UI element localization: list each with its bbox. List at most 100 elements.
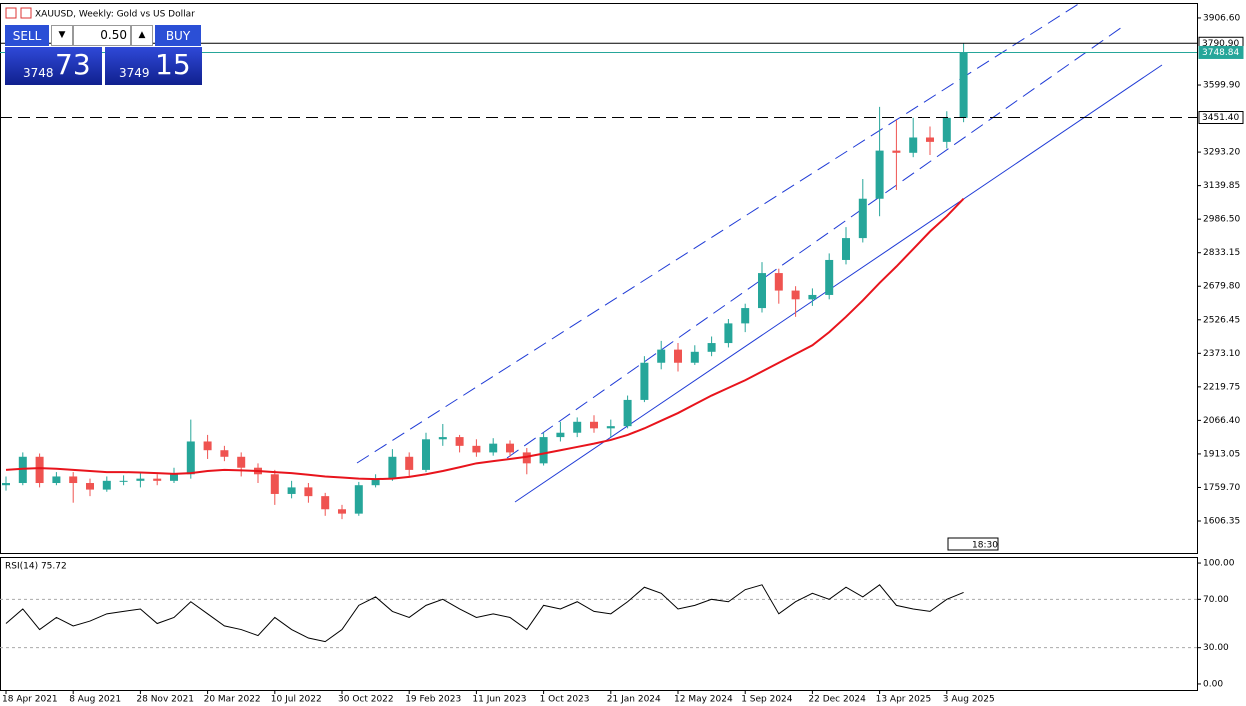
y-tick-label: 3139.85	[1203, 181, 1240, 191]
candle-body	[69, 476, 78, 484]
candle-body	[203, 441, 212, 451]
x-tick-label: 11 Jun 2023	[472, 695, 526, 705]
candle-body	[724, 323, 733, 344]
lot-down[interactable]: ▼	[51, 25, 73, 46]
y-tick-label: 3293.20	[1203, 148, 1240, 158]
candle-body	[623, 399, 632, 427]
candle-body	[858, 198, 867, 239]
y-tick-label: 2219.75	[1203, 382, 1240, 392]
candle-body	[674, 349, 682, 363]
candle-body	[791, 290, 800, 300]
candle-body	[590, 421, 598, 429]
candle-body	[119, 480, 128, 482]
price-label: 3790.90	[1202, 39, 1239, 49]
x-tick-label: 22 Dec 2024	[808, 695, 866, 705]
candle-body	[640, 362, 649, 400]
candle-body	[489, 443, 498, 453]
candle-body	[741, 308, 750, 324]
y-tick-label: 2526.45	[1203, 315, 1240, 325]
icon	[5, 7, 17, 19]
x-tick-label: 20 Mar 2022	[204, 695, 261, 705]
candle-body	[842, 238, 850, 260]
bid-pips: 73	[55, 48, 91, 81]
lot-input[interactable]: 0.50	[73, 25, 131, 46]
time-marker-box	[947, 537, 999, 551]
x-tick-label: 30 Oct 2022	[338, 695, 394, 705]
candle-body	[506, 443, 514, 453]
x-tick-label: 8 Aug 2021	[69, 695, 121, 705]
y-tick-label: 1913.05	[1203, 449, 1240, 459]
candle-body	[237, 456, 246, 468]
channel-upper	[356, 2, 1081, 464]
price-label-box	[1198, 45, 1244, 59]
candle-body	[405, 456, 414, 470]
candle-body	[758, 273, 766, 309]
y-tick-label: 70.00	[1203, 595, 1229, 605]
sell-button[interactable]: SELL	[5, 25, 49, 46]
candle-body	[102, 480, 111, 490]
y-tick-label: 2679.80	[1203, 282, 1240, 292]
y-tick-label: 3906.60	[1203, 13, 1240, 23]
y-tick-label: 2373.10	[1203, 349, 1240, 359]
x-tick-label: 10 Jul 2022	[271, 695, 322, 705]
lot-up[interactable]: ▲	[131, 25, 153, 46]
ask-pips: 15	[155, 48, 191, 81]
candle-body	[438, 437, 447, 440]
candle-body	[371, 478, 380, 486]
channel-lower	[514, 64, 1163, 503]
price-label: 3451.40	[1202, 113, 1239, 123]
icon	[20, 7, 32, 19]
rsi-frame	[0, 557, 1198, 691]
candle-body	[573, 421, 582, 433]
chart-title: XAUUSD, Weekly: Gold vs US Dollar	[35, 10, 195, 20]
bid-box[interactable]: 3748 73	[5, 47, 102, 85]
candle-body	[942, 117, 951, 142]
x-tick-label: 1 Oct 2023	[540, 695, 590, 705]
buy-button[interactable]: BUY	[155, 25, 201, 46]
candle-body	[2, 483, 10, 486]
main-frame	[0, 3, 1198, 554]
x-tick-label: 21 Jan 2024	[607, 695, 661, 705]
candle-body	[774, 273, 783, 291]
y-tick-label: 1759.70	[1203, 483, 1240, 493]
channel-middle	[506, 24, 1126, 459]
x-tick-label: 13 Apr 2025	[876, 695, 932, 705]
candle-body	[909, 137, 918, 153]
ask-main: 3749	[119, 66, 150, 80]
candle-body	[522, 452, 531, 464]
candle-body	[875, 150, 884, 199]
candle-body	[304, 487, 313, 497]
candle-body	[354, 485, 363, 514]
moving-average	[5, 198, 965, 481]
price-label-box	[1198, 111, 1244, 125]
price-label: 3748.84	[1202, 48, 1239, 58]
x-tick-label: 28 Nov 2021	[136, 695, 194, 705]
candle-body	[287, 487, 296, 494]
candle-body	[539, 437, 548, 464]
x-tick-label: 18 Apr 2021	[2, 695, 58, 705]
candle-body	[52, 476, 61, 484]
candle-body	[270, 474, 279, 494]
x-tick-label: 3 Aug 2025	[943, 695, 995, 705]
candle-body	[86, 483, 94, 490]
candle-body	[321, 496, 330, 510]
y-tick-label: 30.00	[1203, 643, 1229, 653]
candle-body	[388, 456, 397, 479]
y-tick-label: 100.00	[1203, 559, 1235, 569]
candle-body	[220, 450, 229, 457]
candle-body	[825, 259, 834, 295]
candle-body	[455, 437, 464, 446]
candle-body	[186, 441, 195, 475]
candle-body	[136, 478, 145, 481]
x-tick-label: 1 Sep 2024	[741, 695, 793, 705]
candle-body	[35, 456, 44, 484]
candle-body	[606, 426, 615, 429]
candle-body	[556, 432, 565, 438]
candle-body	[472, 445, 481, 453]
y-tick-label: 0.00	[1203, 679, 1223, 689]
ask-box[interactable]: 3749 15	[105, 47, 202, 85]
candle-body	[690, 351, 699, 363]
channel	[356, 2, 1163, 503]
candle-body	[338, 509, 346, 514]
